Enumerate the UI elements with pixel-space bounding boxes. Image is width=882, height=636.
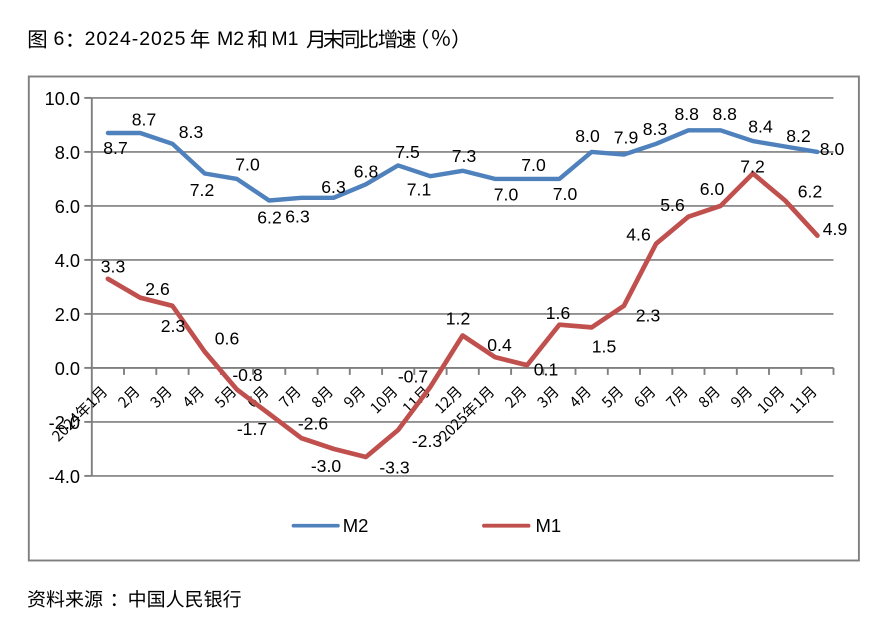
svg-text:8.0: 8.0 (820, 139, 845, 159)
svg-text:0.4: 0.4 (487, 335, 512, 355)
svg-text:-2.6: -2.6 (298, 414, 329, 434)
svg-text:5.6: 5.6 (660, 195, 685, 215)
svg-text:6.8: 6.8 (354, 162, 379, 182)
svg-text:-2.3: -2.3 (412, 431, 443, 451)
svg-text:M2: M2 (343, 515, 369, 536)
svg-text:-3.0: -3.0 (311, 456, 342, 476)
svg-text:8.4: 8.4 (748, 117, 773, 137)
svg-text:1.2: 1.2 (446, 309, 470, 329)
svg-text:7.1: 7.1 (407, 180, 431, 200)
svg-text:8.3: 8.3 (179, 122, 204, 142)
svg-text:0.6: 0.6 (215, 329, 240, 349)
svg-text:8.2: 8.2 (786, 126, 810, 146)
svg-text:7.5: 7.5 (395, 142, 420, 162)
svg-text:7.3: 7.3 (452, 146, 477, 166)
svg-text:7.0: 7.0 (235, 155, 260, 175)
svg-text:6.0: 6.0 (700, 179, 725, 199)
svg-text:0.0: 0.0 (55, 359, 80, 379)
svg-text:1.6: 1.6 (546, 303, 571, 323)
svg-text:7.9: 7.9 (614, 128, 638, 148)
svg-text:6.0: 6.0 (55, 197, 80, 217)
svg-text:7.0: 7.0 (494, 185, 519, 205)
svg-text:7.2: 7.2 (740, 157, 764, 177)
svg-text:M1: M1 (271, 28, 298, 50)
svg-text:-4.0: -4.0 (49, 467, 80, 487)
svg-text:8.8: 8.8 (674, 104, 699, 124)
svg-text:6.2: 6.2 (798, 182, 822, 202)
svg-text:8.8: 8.8 (712, 104, 737, 124)
svg-text:4.0: 4.0 (55, 251, 80, 271)
svg-text:6.2: 6.2 (257, 208, 281, 228)
svg-text:7.0: 7.0 (521, 155, 546, 175)
svg-text:0.1: 0.1 (534, 360, 558, 380)
svg-text:M2: M2 (217, 28, 244, 50)
svg-text:2024-2025: 2024-2025 (85, 28, 187, 50)
svg-text:8.7: 8.7 (132, 110, 156, 130)
svg-text:-3.3: -3.3 (379, 458, 410, 478)
svg-text:2.6: 2.6 (145, 279, 170, 299)
svg-text:2.3: 2.3 (161, 316, 186, 336)
svg-text:1.5: 1.5 (592, 337, 617, 357)
svg-text:2.0: 2.0 (55, 305, 80, 325)
svg-text:4.6: 4.6 (626, 225, 651, 245)
svg-text:6: 6 (54, 28, 65, 50)
svg-text:-0.8: -0.8 (232, 365, 263, 385)
svg-text:4.9: 4.9 (823, 219, 847, 239)
svg-text:7.0: 7.0 (553, 184, 578, 204)
svg-text:8.3: 8.3 (643, 119, 668, 139)
svg-text:-1.7: -1.7 (237, 419, 267, 439)
svg-text:2.3: 2.3 (636, 306, 661, 326)
svg-text:8.7: 8.7 (103, 138, 127, 158)
svg-text:3.3: 3.3 (101, 257, 126, 277)
svg-text:M1: M1 (536, 515, 562, 536)
svg-text:8.0: 8.0 (55, 143, 80, 163)
svg-text:8.0: 8.0 (575, 126, 600, 146)
svg-text:6.3: 6.3 (321, 177, 346, 197)
svg-text:7.2: 7.2 (190, 180, 214, 200)
svg-text:-0.7: -0.7 (398, 367, 428, 387)
svg-text:6.3: 6.3 (285, 207, 310, 227)
svg-text:10.0: 10.0 (45, 89, 80, 109)
